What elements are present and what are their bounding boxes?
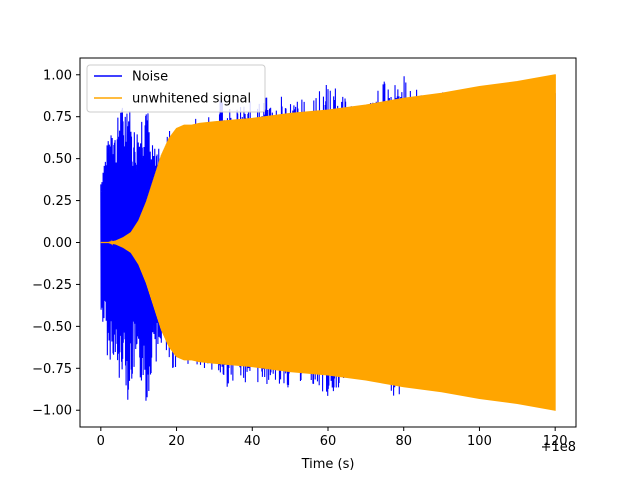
y-tick-label: 1.00 — [43, 68, 72, 83]
y-tick-label: 0.50 — [43, 152, 72, 167]
legend: Noise unwhitened signal — [86, 64, 266, 113]
x-axis-label: Time (s) — [301, 457, 355, 472]
y-tick-label: −0.25 — [32, 278, 72, 293]
y-tick-label: −0.50 — [32, 320, 72, 335]
legend-label: Noise — [132, 70, 168, 85]
series-group — [100, 74, 556, 411]
legend-box — [86, 64, 266, 113]
x-tick-label: 80 — [395, 434, 412, 449]
series-unwhitened-signal — [100, 74, 556, 411]
x-tick-label: 60 — [320, 434, 337, 449]
x-axis: 0 20 40 60 80 100 120 — [97, 427, 568, 449]
y-tick-label: 0.25 — [43, 194, 72, 209]
plot-area — [100, 74, 556, 411]
x-tick-label: 100 — [467, 434, 492, 449]
y-tick-label: 0.00 — [43, 236, 72, 251]
y-tick-label: −0.75 — [32, 362, 72, 377]
legend-label: unwhitened signal — [132, 92, 251, 107]
x-tick-label: 20 — [168, 434, 185, 449]
signal-envelope — [100, 74, 556, 411]
y-tick-label: −1.00 — [32, 404, 72, 419]
x-axis-offset-label: +1e8 — [541, 440, 576, 455]
y-tick-label: 0.75 — [43, 110, 72, 125]
x-tick-label: 40 — [244, 434, 261, 449]
y-axis: −1.00 −0.75 −0.50 −0.25 0.00 0.25 0.50 0.75 1.00 — [32, 68, 80, 419]
x-tick-label: 0 — [97, 434, 105, 449]
x-tick-label: 120 — [543, 434, 568, 449]
